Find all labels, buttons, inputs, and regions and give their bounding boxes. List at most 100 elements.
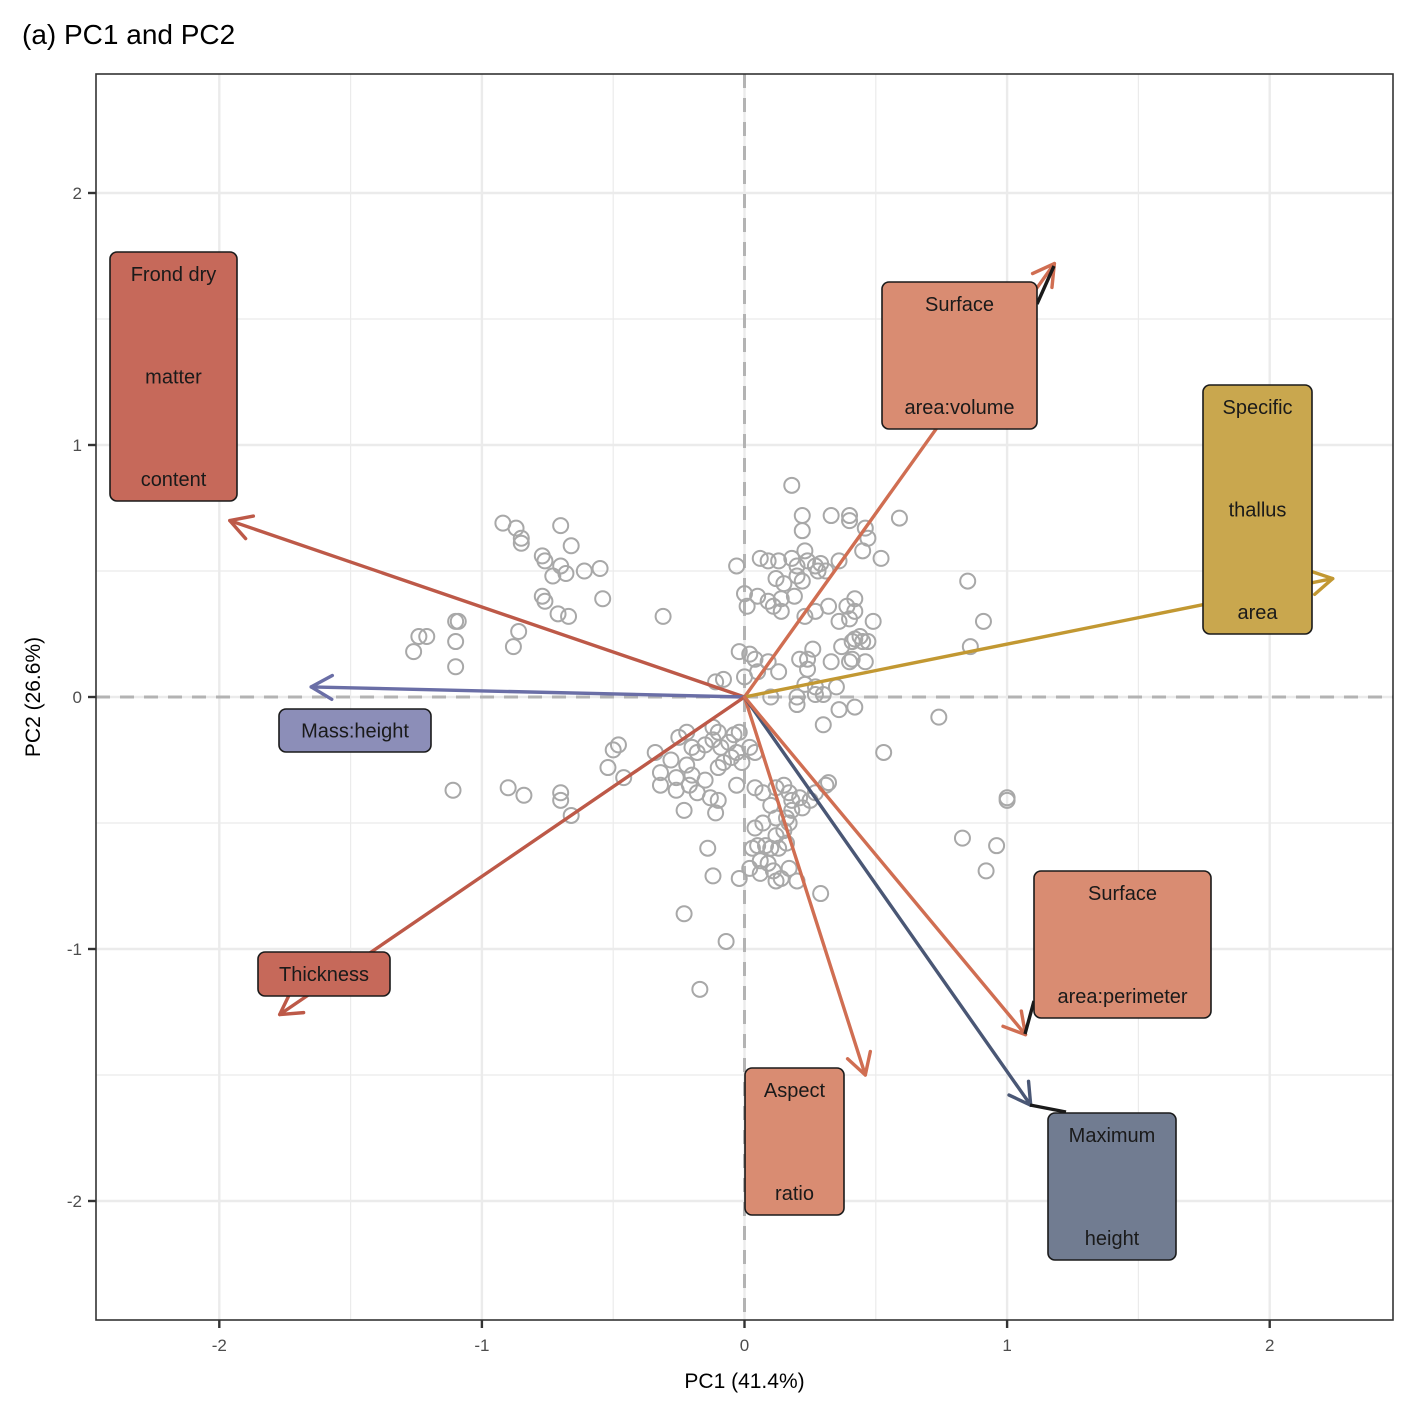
data-point	[822, 653, 840, 671]
loading-arrow-shaft	[742, 695, 867, 1077]
data-point	[536, 552, 554, 570]
data-point	[730, 723, 748, 741]
y-tick-label: 1	[73, 436, 82, 455]
data-point	[830, 701, 848, 719]
data-point	[759, 552, 777, 570]
data-point	[575, 562, 593, 580]
loading-label: Frond dry matter content	[109, 251, 238, 502]
data-point	[609, 736, 627, 754]
loading-arrow-shaft	[742, 695, 1028, 1037]
data-point	[814, 716, 832, 734]
data-point	[854, 633, 872, 651]
data-point	[691, 980, 709, 998]
data-point	[846, 590, 864, 608]
data-point	[512, 534, 530, 552]
data-point	[714, 670, 732, 688]
data-point	[841, 507, 859, 525]
data-point	[510, 622, 528, 640]
x-axis-title: PC1 (41.4%)	[684, 1370, 804, 1393]
loading-label-text: Aspect	[764, 1080, 826, 1102]
data-point	[405, 643, 423, 661]
data-point	[736, 585, 753, 603]
data-point	[804, 640, 822, 658]
axes: -2 -1 0 1 2 -2 -1 0 1 2	[67, 184, 1275, 1355]
y-tick-label: -2	[67, 1192, 82, 1211]
data-point	[820, 597, 838, 615]
data-point	[662, 751, 680, 769]
data-point	[741, 645, 759, 663]
loading-label-text: Specific	[1222, 397, 1292, 419]
data-point	[562, 806, 580, 824]
data-point	[699, 839, 717, 857]
data-point	[675, 801, 693, 819]
loading-label-text: thallus	[1229, 500, 1287, 522]
loading-label-box	[109, 251, 238, 502]
data-point	[410, 628, 428, 646]
loading-label-text: Thickness	[279, 964, 369, 986]
loading-label-text: area:volume	[904, 397, 1014, 419]
loading-arrow-shaft	[309, 685, 747, 699]
data-point	[741, 859, 759, 877]
loading-label: Aspect ratio	[744, 1067, 845, 1216]
data-point	[791, 789, 809, 807]
data-point	[599, 759, 617, 777]
data-point	[683, 738, 701, 756]
loading-arrow-head	[228, 514, 256, 541]
data-point	[809, 562, 827, 580]
data-point	[504, 638, 522, 656]
data-point	[864, 612, 882, 630]
loading-arrow-head	[309, 673, 335, 702]
loading-label-text: area	[1237, 602, 1278, 624]
data-point	[780, 784, 798, 802]
x-tick-label: 0	[740, 1336, 749, 1355]
chart-title: (a) PC1 and PC2	[22, 19, 235, 50]
loading-label-text: Mass:height	[301, 721, 409, 743]
data-point	[746, 650, 764, 668]
data-point	[594, 590, 612, 608]
x-tick-label: -2	[212, 1336, 227, 1355]
y-tick-label: -1	[67, 940, 82, 959]
data-point	[854, 542, 872, 560]
data-point	[709, 759, 727, 777]
loading-arrow-shaft	[742, 695, 1033, 1107]
loading-label-box	[1202, 384, 1313, 635]
data-point	[704, 867, 722, 885]
data-point	[552, 784, 570, 802]
data-point	[604, 741, 622, 759]
loading-arrow-head	[845, 1049, 873, 1077]
data-point	[759, 592, 777, 610]
data-point	[812, 885, 830, 903]
data-point	[743, 839, 761, 857]
loading-label: Specific thallus area	[1202, 384, 1313, 635]
data-point	[930, 708, 948, 726]
data-points	[405, 476, 1016, 998]
data-point	[701, 789, 719, 807]
data-point	[552, 791, 570, 809]
data-point	[988, 837, 1006, 855]
loading-arrow-head	[1001, 1009, 1028, 1037]
data-point	[859, 633, 877, 651]
loading-label-box	[881, 281, 1038, 430]
data-point	[615, 769, 633, 787]
label-connector-line	[1023, 1000, 1036, 1035]
loading-label-box	[1033, 870, 1212, 1019]
y-axis-title: PC2 (26.6%)	[22, 637, 45, 757]
data-point	[814, 685, 832, 703]
data-point	[536, 592, 554, 610]
data-point	[799, 650, 817, 668]
data-point	[783, 476, 801, 494]
loading-label: Surface area:volume	[881, 281, 1038, 430]
data-point	[959, 572, 977, 590]
data-point	[651, 776, 669, 794]
loading-arrow-shaft	[228, 518, 747, 699]
data-point	[953, 829, 971, 847]
data-point	[843, 650, 861, 668]
data-point	[762, 688, 780, 706]
data-point	[560, 607, 578, 625]
data-point	[977, 862, 995, 880]
data-point	[741, 738, 759, 756]
data-point	[772, 602, 790, 620]
loading-label-text: Frond dry	[131, 264, 217, 286]
data-point	[515, 786, 533, 804]
data-point	[770, 839, 788, 857]
